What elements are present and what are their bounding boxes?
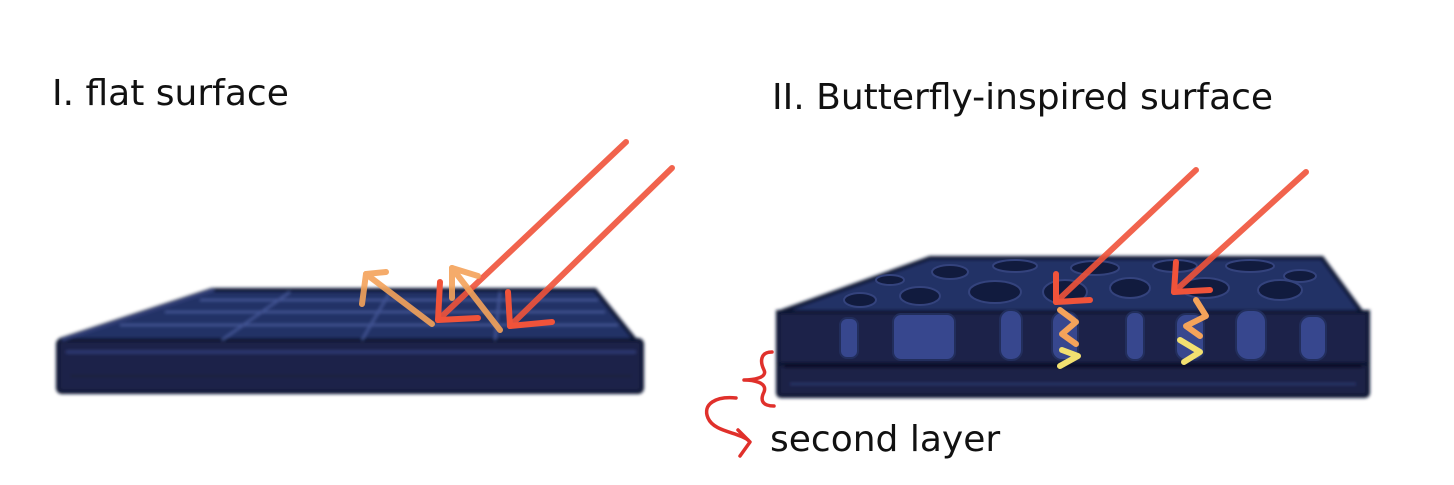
flat-reflected-rays [359, 265, 503, 333]
flat-panel-top [59, 288, 645, 349]
trapped-light-path-2 [1183, 297, 1209, 339]
second-layer-label: second layer [770, 419, 1001, 460]
trapped-light-path-1 [1057, 307, 1079, 347]
flat-panel [56, 288, 645, 394]
butterfly-incident-rays [1053, 167, 1309, 305]
flat-reflected-ray-1 [363, 271, 435, 327]
butterfly-incident-ray-2 [1171, 169, 1309, 295]
butterfly-trapped-light [1057, 297, 1209, 369]
butterfly-surface-title: II. Butterfly-inspired surface [772, 77, 1274, 118]
second-layer-bracket [704, 350, 776, 458]
flat-panel-front [56, 338, 644, 394]
butterfly-pillars [839, 309, 1327, 361]
butterfly-second-layer [776, 362, 1370, 398]
bracket-brace [742, 350, 776, 408]
flat-surface-title: I. flat surface [52, 73, 289, 114]
butterfly-incident-ray-1 [1053, 167, 1199, 305]
bracket-arrow [704, 395, 750, 442]
flat-reflected-ray-2 [449, 265, 503, 333]
flat-incident-ray-2 [507, 165, 675, 329]
